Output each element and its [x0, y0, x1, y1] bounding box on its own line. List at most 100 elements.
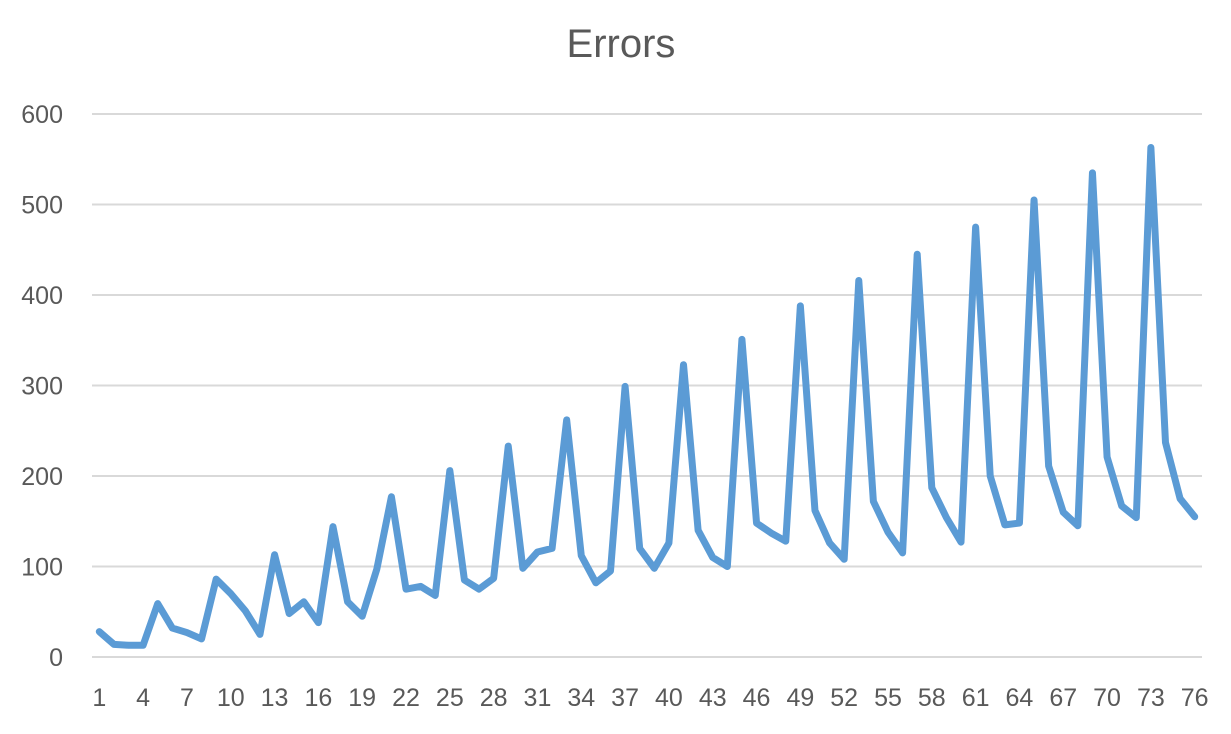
data-point: [242, 608, 248, 614]
data-point: [549, 545, 555, 551]
data-point: [870, 498, 876, 504]
x-tick-label: 43: [699, 684, 727, 712]
data-point: [461, 577, 467, 583]
data-point: [418, 583, 424, 589]
data-point: [914, 251, 920, 257]
data-point: [1031, 197, 1037, 203]
data-point: [126, 642, 132, 648]
x-tick-label: 61: [962, 684, 990, 712]
x-tick-label: 10: [217, 684, 245, 712]
x-tick-label: 49: [786, 684, 814, 712]
data-point: [812, 507, 818, 513]
y-tick-label: 100: [21, 554, 63, 582]
x-tick-label: 31: [524, 684, 552, 712]
gridlines: [92, 113, 1202, 658]
data-point: [1119, 503, 1125, 509]
data-point: [1104, 454, 1110, 460]
x-tick-label: 40: [655, 684, 683, 712]
x-tick-label: 19: [348, 684, 376, 712]
series-line-0: [95, 143, 1199, 649]
x-tick-label: 16: [304, 684, 332, 712]
data-point: [1046, 463, 1052, 469]
y-tick-label: 600: [21, 101, 63, 129]
data-point: [564, 417, 570, 423]
data-point: [783, 538, 789, 544]
data-point: [257, 631, 263, 637]
data-point: [578, 553, 584, 559]
data-point: [345, 599, 351, 605]
x-tick-label: 1: [92, 684, 106, 712]
data-point: [111, 641, 117, 647]
data-point: [1089, 170, 1095, 176]
data-point: [388, 494, 394, 500]
x-tick-label: 55: [874, 684, 902, 712]
data-point: [359, 613, 365, 619]
y-axis-tick-labels: 0 100 200 300 400 500 600: [21, 101, 63, 672]
data-point: [958, 539, 964, 545]
data-point: [447, 468, 453, 474]
data-point: [520, 565, 526, 571]
x-tick-label: 67: [1049, 684, 1077, 712]
data-point: [724, 564, 730, 570]
data-point: [301, 599, 307, 605]
data-point: [710, 554, 716, 560]
data-point: [607, 568, 613, 574]
data-point: [505, 443, 511, 449]
x-tick-label: 4: [136, 684, 150, 712]
data-point: [476, 586, 482, 592]
data-point: [1016, 520, 1022, 526]
data-point: [885, 529, 891, 535]
data-point: [856, 278, 862, 284]
x-tick-label: 37: [611, 684, 639, 712]
x-tick-label: 64: [1006, 684, 1034, 712]
data-point: [199, 636, 205, 642]
data-point: [929, 485, 935, 491]
data-point: [739, 336, 745, 342]
x-tick-label: 52: [830, 684, 858, 712]
data-point: [666, 540, 672, 546]
data-point: [403, 586, 409, 592]
y-tick-label: 300: [21, 373, 63, 401]
x-tick-label: 76: [1181, 684, 1209, 712]
data-point: [1002, 522, 1008, 528]
data-point: [768, 530, 774, 536]
data-point: [213, 576, 219, 582]
data-point: [841, 556, 847, 562]
y-tick-label: 0: [49, 644, 63, 672]
y-tick-label: 500: [21, 192, 63, 220]
data-point: [272, 552, 278, 558]
data-point: [228, 591, 234, 597]
data-point: [943, 515, 949, 521]
x-tick-label: 25: [436, 684, 464, 712]
y-tick-label: 400: [21, 282, 63, 310]
data-point: [827, 540, 833, 546]
data-point: [286, 611, 292, 617]
data-point: [432, 592, 438, 598]
data-point: [622, 383, 628, 389]
x-tick-label: 58: [918, 684, 946, 712]
series-group: [95, 143, 1199, 649]
data-point: [169, 625, 175, 631]
data-point: [1133, 515, 1139, 521]
data-point: [315, 620, 321, 626]
data-point: [1162, 440, 1168, 446]
data-point: [330, 524, 336, 530]
data-point: [695, 527, 701, 533]
data-point: [184, 630, 190, 636]
data-point: [534, 549, 540, 555]
x-tick-label: 46: [743, 684, 771, 712]
y-tick-label: 200: [21, 463, 63, 491]
data-point: [987, 473, 993, 479]
x-tick-label: 70: [1093, 684, 1121, 712]
data-point: [491, 575, 497, 581]
data-point: [1060, 509, 1066, 515]
data-point: [637, 545, 643, 551]
data-point: [155, 601, 161, 607]
data-point: [1148, 144, 1154, 150]
data-point: [593, 580, 599, 586]
data-point: [754, 520, 760, 526]
data-point: [1177, 496, 1183, 502]
x-tick-label: 34: [567, 684, 595, 712]
